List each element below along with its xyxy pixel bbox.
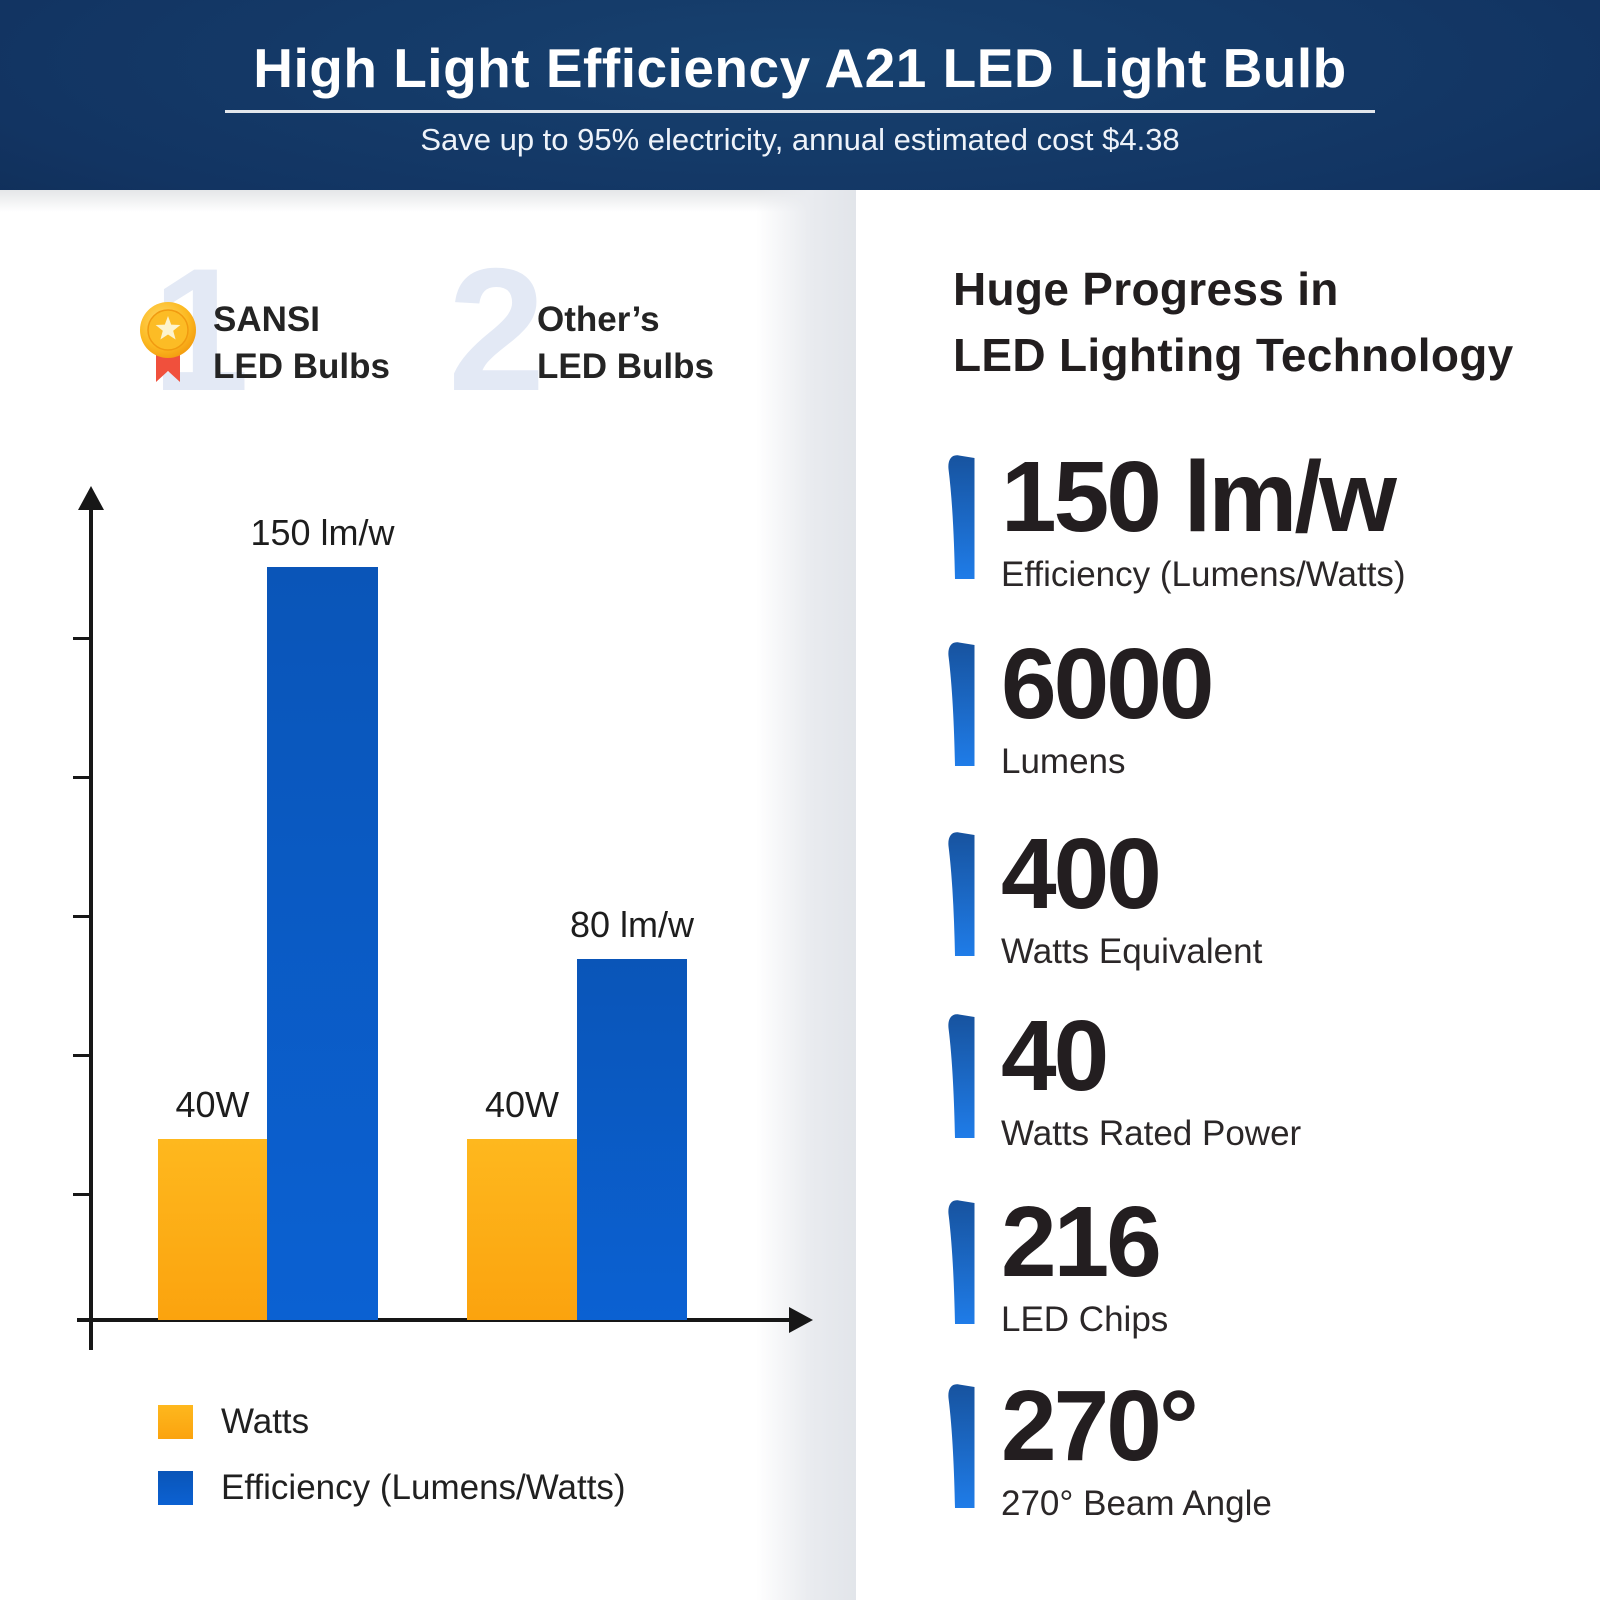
ribbon-accent-icon [948,1200,975,1324]
gold-medal-icon [140,302,196,382]
stat-lumens: 6000 Lumens [945,628,1214,782]
stat-text: 40 Watts Rated Power [1001,1000,1302,1154]
bar-fill [467,1139,577,1320]
y-axis-arrow-icon [78,486,104,510]
group-line2: LED Bulbs [213,347,390,386]
stat-text: 216 LED Chips [1001,1186,1169,1340]
legend-label: Efficiency (Lumens/Watts) [221,1468,626,1507]
stat-value: 150 lm/w [1001,441,1397,553]
page-seam [756,190,856,1600]
stat-value: 270° [1001,1370,1199,1482]
stat-text: 150 lm/w Efficiency (Lumens/Watts) [1001,441,1406,595]
bar-watts-sansi: 40W [158,1084,267,1320]
heading-line1: Huge Progress in [953,263,1339,315]
ribbon-accent-icon [948,1384,975,1508]
ribbon-accent-icon [948,832,975,956]
watts-swatch-icon [158,1405,193,1439]
stat-label: Watts Rated Power [1001,1114,1302,1153]
stat-value: 216 [1001,1186,1162,1298]
y-axis-tick [73,1054,91,1057]
bar-value-label: 40W [175,1084,250,1125]
efficiency-swatch-icon [158,1471,193,1505]
title-underline [225,110,1375,113]
y-axis-tick [73,637,91,640]
stat-beam-angle: 270° 270° Beam Angle [945,1370,1272,1524]
stat-label: Efficiency (Lumens/Watts) [1001,555,1406,594]
page-subtitle: Save up to 95% electricity, annual estim… [420,122,1180,157]
stat-led-chips: 216 LED Chips [945,1186,1169,1340]
bar-value-label: 40W [484,1084,560,1125]
rank-2-watermark: 2 [448,233,546,428]
bar-fill [158,1139,267,1320]
ribbon-accent-icon [948,455,975,579]
header-banner: High Light Efficiency A21 LED Light Bulb… [0,0,1600,190]
stat-text: 270° 270° Beam Angle [1001,1370,1272,1524]
stat-label: 270° Beam Angle [1001,1484,1272,1523]
x-axis-arrow-icon [789,1307,813,1333]
stat-label: Watts Equivalent [1001,932,1263,971]
legend-row-efficiency: Efficiency (Lumens/Watts) [158,1468,626,1508]
y-axis-tick [73,776,91,779]
bar-efficiency-sansi: 150 lm/w [250,512,395,1320]
ribbon-accent-icon [948,642,975,766]
stat-value: 400 [1001,818,1162,930]
group-line2: LED Bulbs [537,347,714,386]
group-label-others: Other’s LED Bulbs [537,296,714,390]
bar-value-label: 80 lm/w [569,904,695,945]
bar-fill [577,959,687,1320]
heading-line2: LED Lighting Technology [953,329,1514,381]
stat-text: 400 Watts Equivalent [1001,818,1263,972]
stat-text: 6000 Lumens [1001,628,1214,782]
star-icon [155,316,181,340]
bar-efficiency-others: 80 lm/w [570,904,694,1320]
ribbon-accent-icon [948,1014,975,1138]
group-brand: SANSI [213,300,320,339]
group-label-sansi: SANSI LED Bulbs [213,296,390,390]
bar-fill [267,567,378,1320]
stat-value: 40 [1001,1000,1109,1112]
x-axis [77,1318,789,1322]
bar-value-label: 150 lm/w [250,512,395,553]
legend-row-watts: Watts [158,1402,626,1442]
group-brand: Other’s [537,300,660,339]
stat-watts-equivalent: 400 Watts Equivalent [945,818,1263,972]
right-panel-heading: Huge Progress in LED Lighting Technology [953,256,1514,388]
stat-value: 6000 [1001,628,1214,740]
stat-label: Lumens [1001,742,1126,781]
bar-watts-others: 40W [467,1084,577,1320]
y-axis [89,498,93,1350]
y-axis-tick [73,1193,91,1196]
stat-rated-power: 40 Watts Rated Power [945,1000,1302,1154]
y-axis-tick [73,915,91,918]
header-shadow [0,190,856,212]
legend-label: Watts [221,1402,310,1441]
page-title: High Light Efficiency A21 LED Light Bulb [253,37,1347,99]
stat-label: LED Chips [1001,1300,1169,1339]
chart-legend: Watts Efficiency (Lumens/Watts) [158,1402,626,1508]
stat-efficiency: 150 lm/w Efficiency (Lumens/Watts) [945,441,1406,595]
